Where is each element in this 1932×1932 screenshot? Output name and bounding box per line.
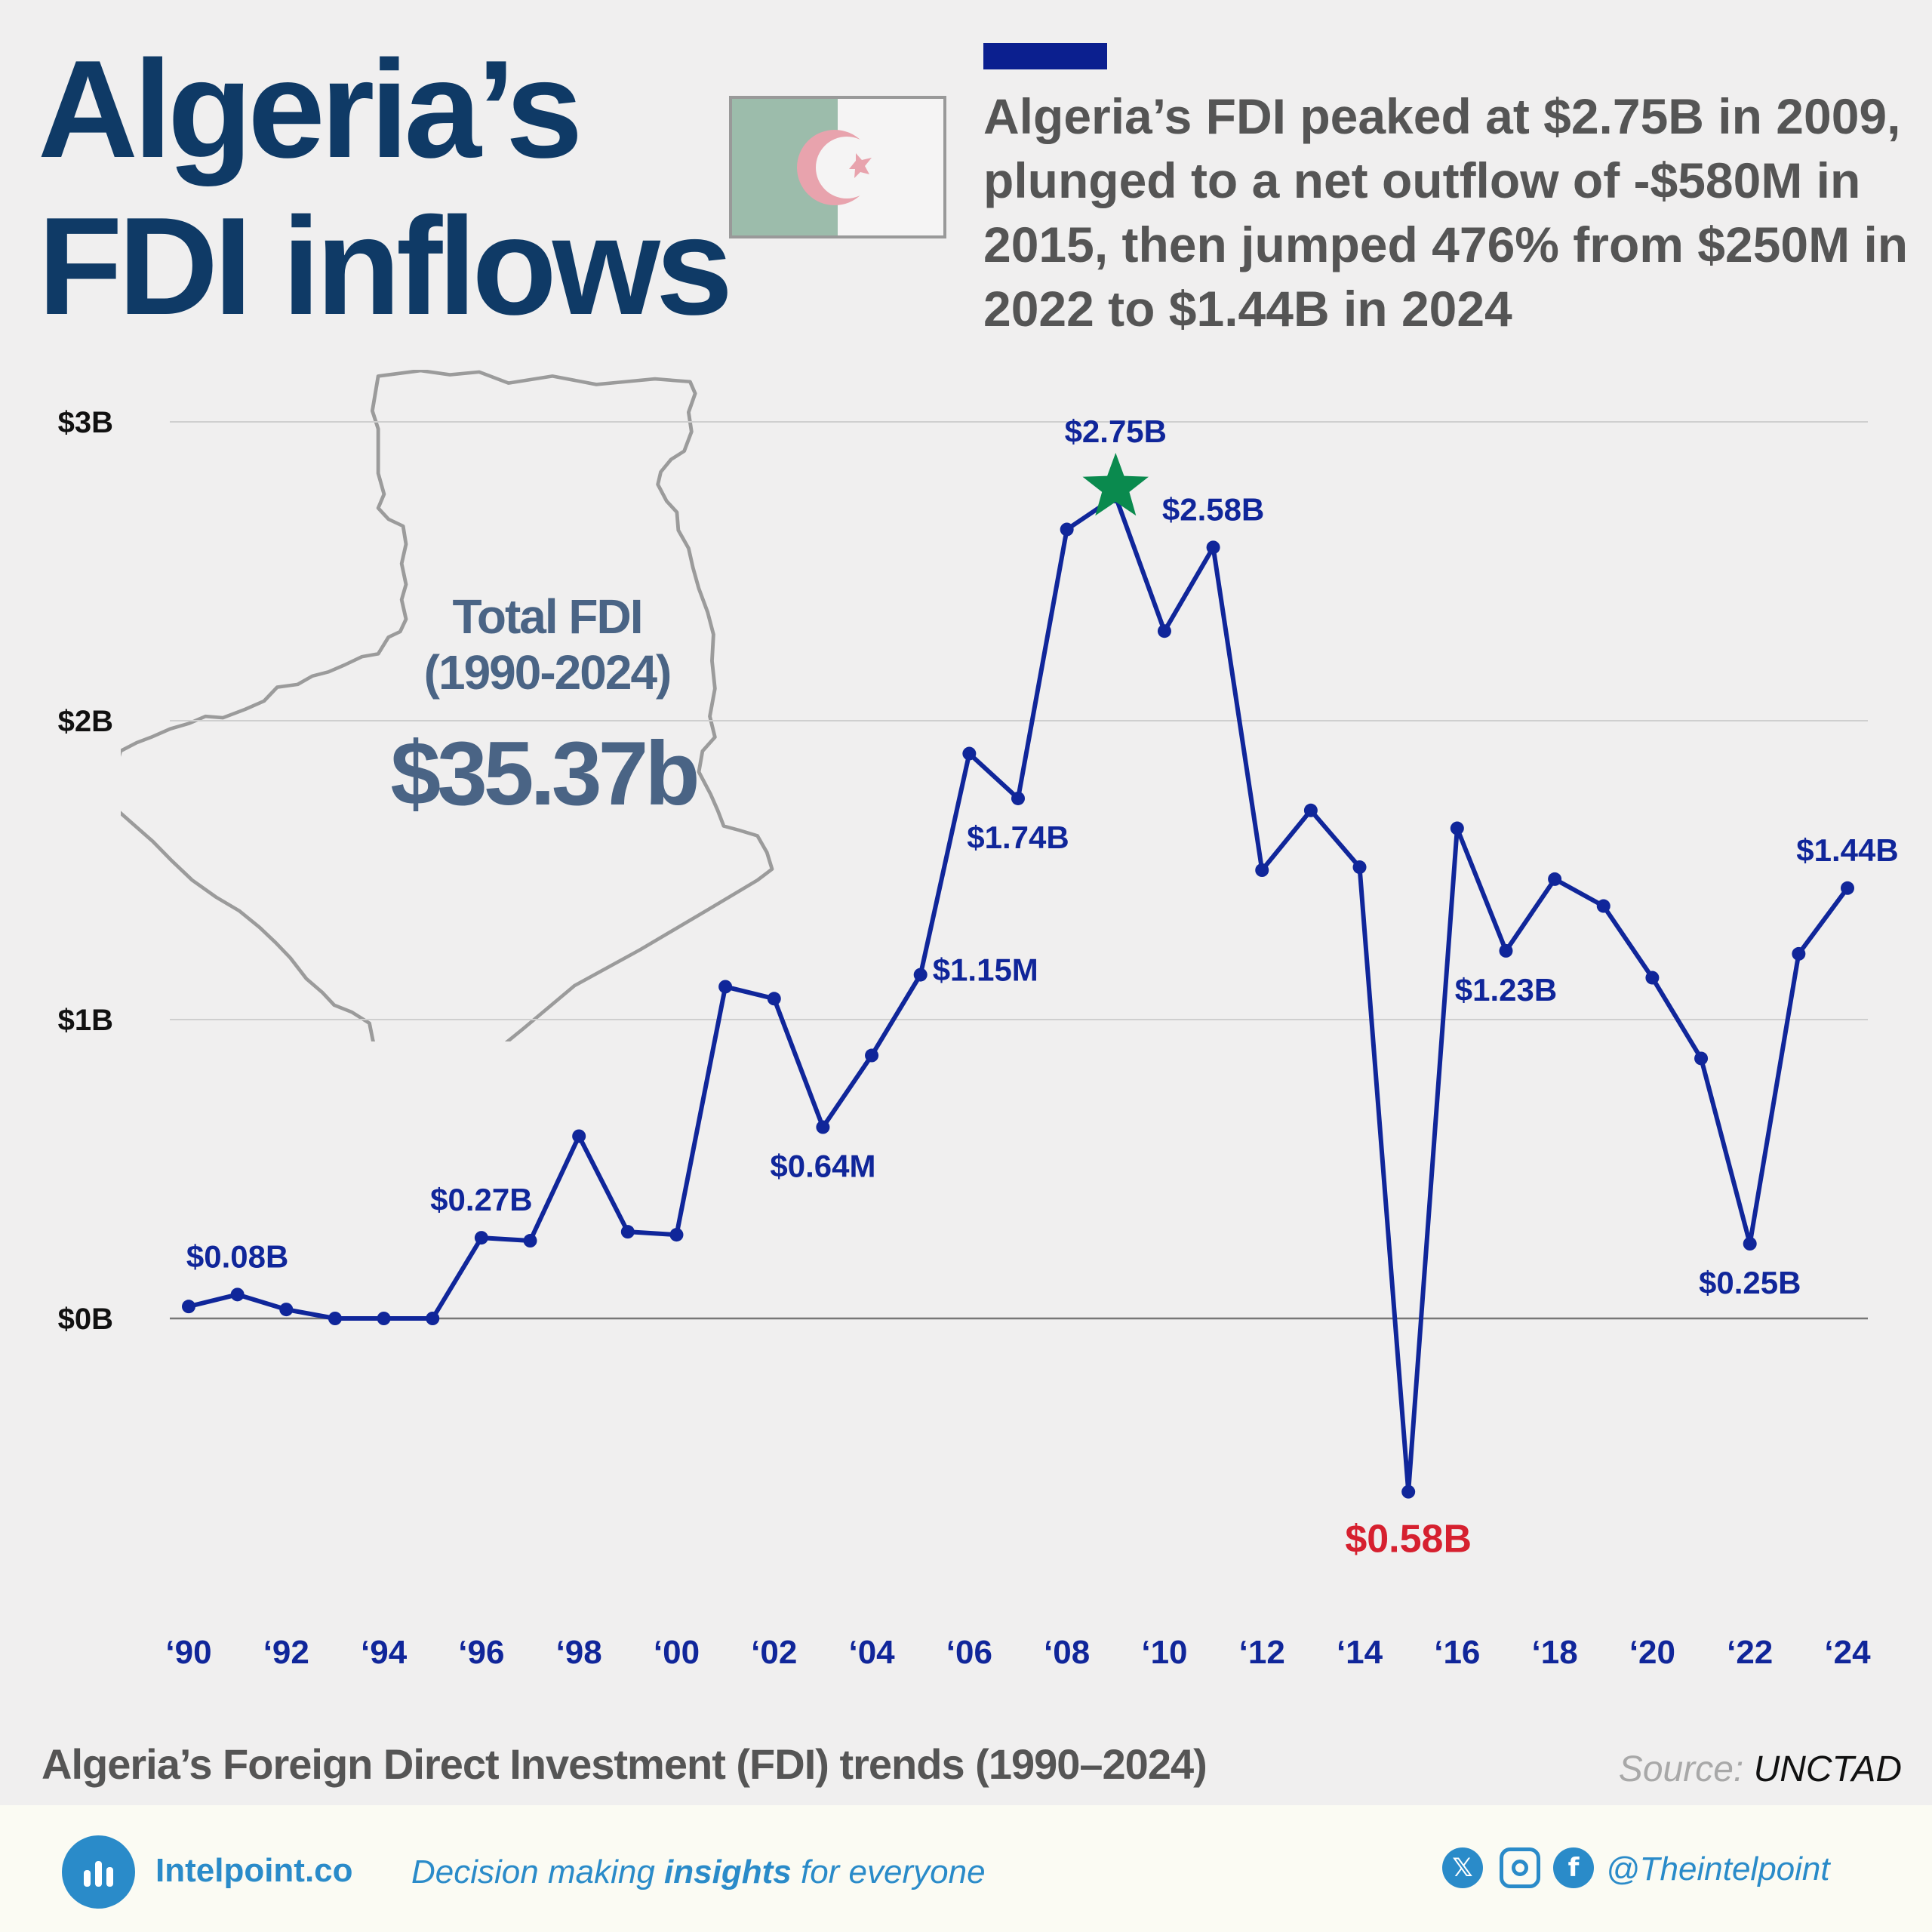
x-tick-label: ‘08 <box>1044 1634 1090 1671</box>
y-tick-label: $3B <box>58 406 113 439</box>
data-point <box>1401 1484 1416 1499</box>
data-point <box>1792 946 1806 961</box>
page-title: Algeria’s FDI inflows <box>38 30 733 344</box>
algeria-map-outline <box>121 370 774 1041</box>
data-point <box>1548 872 1562 886</box>
data-label: $0.25B <box>1699 1265 1801 1300</box>
y-tick-label: $0B <box>58 1303 113 1336</box>
data-point <box>230 1287 245 1302</box>
data-point <box>1206 540 1220 555</box>
headline-summary: Algeria’s FDI peaked at $2.75B in 2009, … <box>983 88 1909 337</box>
total-fdi-label-line-1: Total FDI <box>452 589 644 644</box>
x-tick-label: ‘04 <box>848 1634 895 1671</box>
accent-bar <box>983 43 1107 69</box>
x-tick-label: ‘98 <box>556 1634 602 1671</box>
data-point <box>1157 624 1171 638</box>
data-point <box>669 1228 684 1242</box>
instagram-icon[interactable] <box>1500 1847 1540 1888</box>
source-credit: Source: UNCTAD <box>1619 1749 1902 1790</box>
title-line-1: Algeria’s <box>38 31 583 186</box>
y-tick-label: $2B <box>58 705 113 738</box>
data-label: $1.15M <box>933 952 1038 988</box>
x-tick-label: ‘90 <box>165 1634 211 1671</box>
data-label: $0.08B <box>186 1238 288 1274</box>
data-point <box>1645 971 1660 985</box>
algeria-flag-icon <box>729 96 946 238</box>
x-tick-label: ‘18 <box>1532 1634 1578 1671</box>
total-fdi-label: Total FDI (1990-2024) <box>325 589 770 700</box>
source-prefix: Source: <box>1618 1749 1744 1789</box>
data-label: $0.64M <box>770 1149 875 1184</box>
data-point <box>182 1300 195 1314</box>
data-point <box>1694 1051 1709 1066</box>
data-point <box>1499 943 1513 958</box>
tagline-pre: Decision making <box>411 1854 655 1890</box>
x-tick-label: ‘16 <box>1434 1634 1480 1671</box>
data-point <box>620 1225 635 1239</box>
source-name: UNCTAD <box>1753 1749 1902 1789</box>
data-label: $1.74B <box>967 820 1069 855</box>
footer-bar: Intelpoint.co Decision making insights f… <box>0 1805 1932 1932</box>
fdi-line-chart: $0B $1B $2B $3B ‘90 ‘92 ‘94 ‘96 ‘98 ‘00 ‘02 ‘04 ‘06 ‘… <box>58 406 1899 1671</box>
social-handle[interactable]: @Theintelpoint <box>1606 1850 1830 1887</box>
brand-link[interactable]: Intelpoint.co <box>155 1852 353 1889</box>
tagline-post: for everyone <box>800 1854 986 1890</box>
y-tick-label: $1B <box>58 1004 113 1037</box>
x-tick-label: ‘22 <box>1727 1634 1773 1671</box>
total-fdi-value: $35.37b <box>390 723 700 824</box>
x-tick-label: ‘92 <box>263 1634 309 1671</box>
x-tick-label: ‘10 <box>1141 1634 1187 1671</box>
data-point <box>865 1048 879 1063</box>
x-tick-label: ‘94 <box>361 1634 408 1671</box>
data-point <box>962 746 977 761</box>
total-fdi-label-line-2: (1990-2024) <box>423 645 672 700</box>
data-label: $2.75B <box>1065 414 1167 449</box>
peak-star-icon <box>1082 453 1149 516</box>
x-tick-label: ‘12 <box>1239 1634 1285 1671</box>
series-line <box>186 494 1850 1494</box>
data-point <box>767 992 781 1006</box>
data-label: $1.44B <box>1796 832 1898 868</box>
facebook-icon[interactable]: f <box>1553 1847 1594 1888</box>
data-point <box>913 968 928 982</box>
x-tick-label: ‘02 <box>751 1634 797 1671</box>
tagline-bold: insights <box>664 1854 792 1890</box>
data-point <box>816 1120 830 1134</box>
data-point <box>572 1129 586 1143</box>
data-point <box>1450 821 1464 835</box>
tagline: Decision making insights for everyone <box>411 1854 986 1891</box>
x-tick-label: ‘20 <box>1629 1634 1675 1671</box>
data-point <box>279 1303 294 1317</box>
data-point <box>377 1312 391 1325</box>
data-point <box>474 1231 488 1245</box>
x-tick-label: ‘24 <box>1824 1634 1871 1671</box>
data-point <box>1596 899 1611 913</box>
data-label: $2.58B <box>1162 491 1264 527</box>
chart-title: Algeria’s Foreign Direct Investment (FDI… <box>42 1740 1208 1788</box>
data-point <box>328 1312 342 1325</box>
data-point <box>426 1312 440 1325</box>
x-tick-label: ‘06 <box>946 1634 992 1671</box>
data-point <box>523 1234 537 1248</box>
data-label: $0.27B <box>430 1182 532 1217</box>
data-point <box>718 980 733 994</box>
x-icon[interactable]: 𝕏 <box>1442 1847 1483 1888</box>
data-point <box>1255 863 1269 877</box>
data-label: $0.58B <box>1345 1518 1472 1561</box>
data-point <box>1841 881 1854 895</box>
x-tick-label: ‘96 <box>458 1634 504 1671</box>
x-tick-label: ‘14 <box>1337 1634 1383 1671</box>
x-tick-label: ‘00 <box>654 1634 700 1671</box>
title-line-2: FDI inflows <box>38 188 733 343</box>
data-point <box>1743 1237 1757 1251</box>
data-point <box>1060 522 1074 537</box>
data-point <box>1352 860 1367 875</box>
data-point <box>1303 803 1318 817</box>
data-point <box>1011 791 1025 805</box>
data-label: $1.23B <box>1455 972 1557 1008</box>
intelpoint-logo-icon[interactable] <box>62 1835 135 1909</box>
